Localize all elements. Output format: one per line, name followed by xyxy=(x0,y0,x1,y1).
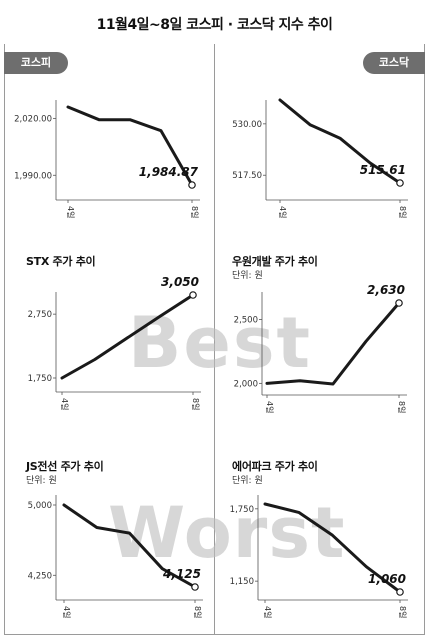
stx-end-point xyxy=(189,291,197,299)
js-end-value-label: 4,125 xyxy=(162,567,201,581)
js-x-tick-label: 8일 xyxy=(193,606,202,618)
kosdaq-y-tick-label: 530.00 xyxy=(232,120,262,130)
ever-series-line xyxy=(263,502,402,594)
right-panel-frame xyxy=(215,44,425,635)
js-chart-title: JS전선 주가 추이 xyxy=(26,460,104,473)
stx-chart-title: STX 주가 추이 xyxy=(26,255,96,268)
woowon-x-tick-label: 8일 xyxy=(397,401,406,413)
ever-end-point xyxy=(396,588,404,596)
kospi-x-tick-label: 8일 xyxy=(190,206,199,218)
js-y-tick-label: 5,000 xyxy=(28,501,52,511)
woowon-unit-label: 단위: 원 xyxy=(232,271,263,281)
stx-end-value-label: 3,050 xyxy=(161,275,199,289)
kospi-x-tick-label: 4일 xyxy=(66,206,75,218)
woowon-y-tick-label: 2,500 xyxy=(234,316,258,326)
woowon-x-tick-label: 4일 xyxy=(265,401,274,413)
ever-x-tick-label: 4일 xyxy=(263,606,272,618)
stx-x-tick-label: 8일 xyxy=(191,398,200,410)
left-panel-frame xyxy=(4,44,215,635)
kosdaq-series-line xyxy=(278,98,402,185)
kosdaq-y-tick-label: 517.50 xyxy=(232,171,262,181)
js-x-tick-label: 4일 xyxy=(62,606,71,618)
ever-end-value-label: 1,060 xyxy=(368,572,406,586)
woowon-end-point xyxy=(395,299,403,307)
woowon-end-value-label: 2,630 xyxy=(367,283,405,297)
kospi-end-value-label: 1,984.87 xyxy=(139,165,199,179)
kospi-y-tick-label: 1,990.00 xyxy=(14,171,52,181)
js-y-tick-label: 4,250 xyxy=(28,571,52,581)
kospi-y-tick-label: 2,020.00 xyxy=(14,114,52,124)
woowon-chart-title: 우원개발 주가 추이 xyxy=(232,255,318,268)
kosdaq-x-tick-label: 8일 xyxy=(398,206,407,218)
kosdaq-end-point xyxy=(396,179,404,187)
stx-y-tick-label: 2,750 xyxy=(28,310,52,320)
ever-y-tick-label: 1,150 xyxy=(230,577,254,587)
page-title: 11월4일~8일 코스피 · 코스닥 지수 추이 xyxy=(96,17,333,33)
ever-x-tick-label: 8일 xyxy=(398,606,407,618)
kospi-end-point xyxy=(188,181,196,189)
kosdaq-tag: 코스닥 xyxy=(363,52,425,74)
ever-y-tick-label: 1,750 xyxy=(230,505,254,515)
js-series-line xyxy=(62,503,197,589)
ever-chart-title: 에어파크 주가 추이 xyxy=(232,460,318,473)
kospi-series-line xyxy=(66,105,194,187)
kosdaq-end-value-label: 515.61 xyxy=(360,163,406,177)
panel-divider xyxy=(214,44,215,634)
kospi-tag: 코스피 xyxy=(4,52,68,74)
stx-x-tick-label: 4일 xyxy=(60,398,69,410)
woowon-y-tick-label: 2,000 xyxy=(234,379,258,389)
js-unit-label: 단위: 원 xyxy=(26,476,57,486)
kosdaq-x-tick-label: 4일 xyxy=(278,206,287,218)
stx-series-line xyxy=(60,293,195,380)
ever-unit-label: 단위: 원 xyxy=(232,476,263,486)
stx-y-tick-label: 1,750 xyxy=(28,374,52,384)
woowon-series-line xyxy=(265,301,401,386)
js-end-point xyxy=(191,583,199,591)
